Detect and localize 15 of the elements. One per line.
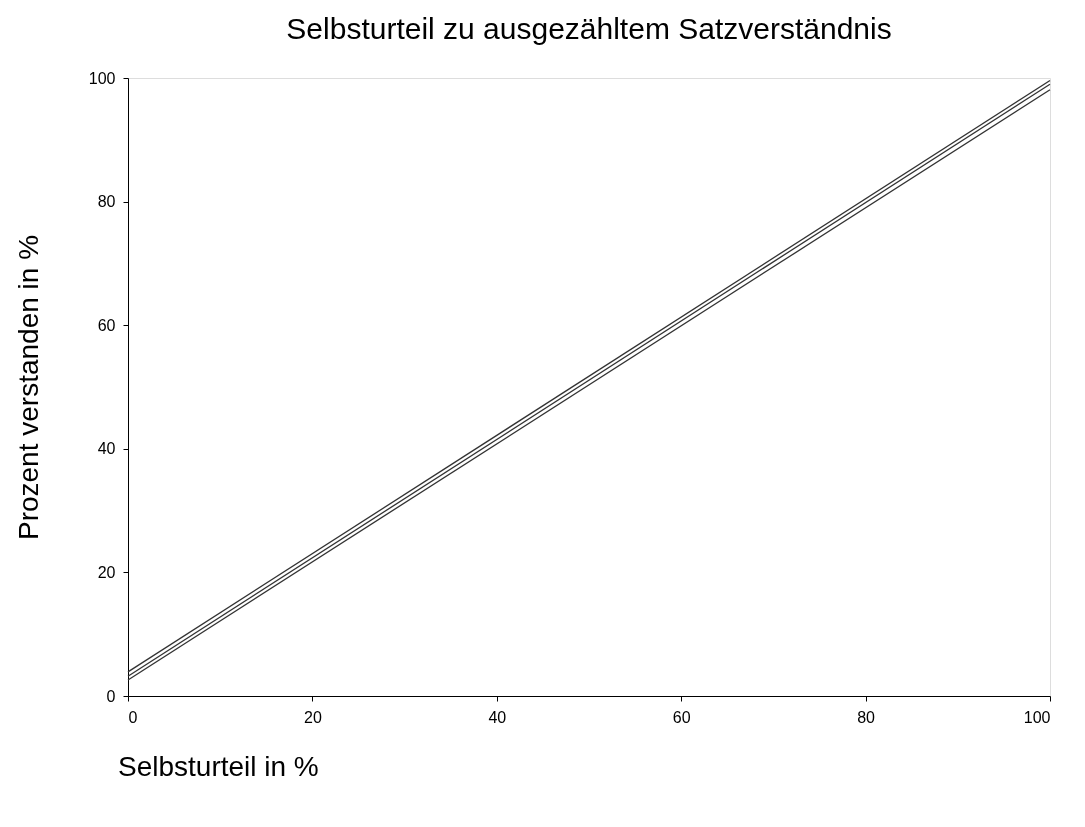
x-tick-label: 0 (128, 708, 138, 726)
y-tick-label: 60 (97, 316, 116, 334)
y-tick-label: 100 (88, 69, 116, 87)
y-tick-label: 40 (97, 440, 116, 458)
x-tick-label: 80 (857, 708, 876, 726)
y-tick-label: 20 (97, 563, 116, 581)
y-tick-label: 0 (106, 687, 116, 705)
y-axis-title: Prozent verstanden in % (12, 234, 44, 541)
x-tick-label: 20 (304, 708, 322, 726)
x-tick-label: 60 (672, 708, 691, 726)
x-tick-label: 100 (1023, 708, 1051, 726)
y-tick-label: 80 (97, 193, 116, 211)
x-axis-title: Selbsturteil in % (118, 751, 319, 782)
x-tick-label: 40 (488, 708, 507, 726)
chart-title: Selbsturteil zu ausgezähltem Satzverständnis (286, 12, 892, 45)
